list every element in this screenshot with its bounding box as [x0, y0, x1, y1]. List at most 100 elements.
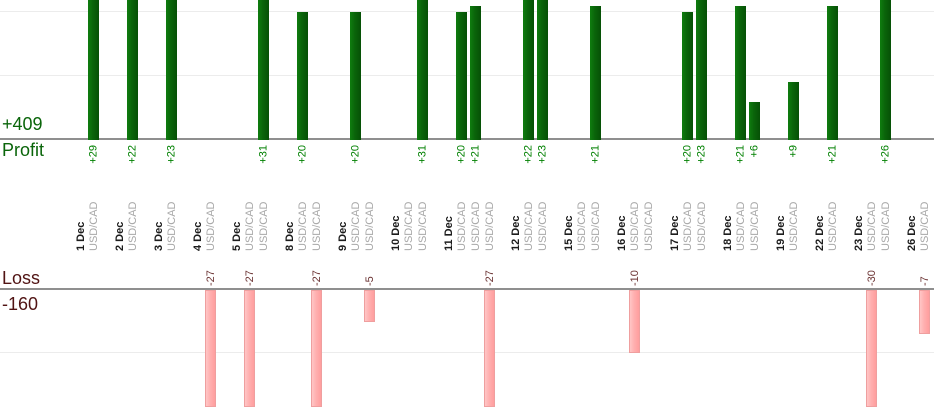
symbol-label: USD/CAD: [696, 201, 708, 251]
date-label: 16 Dec: [616, 215, 628, 251]
symbol-label: USD/CAD: [576, 201, 588, 251]
loss-section-title: Loss: [2, 268, 41, 288]
symbol-label: USD/CAD: [537, 201, 549, 251]
loss-value-label: -27: [244, 270, 256, 286]
date-label: 3 Dec: [153, 221, 165, 251]
profit-value-label: +20: [456, 145, 468, 164]
profit-bar: [749, 101, 760, 140]
date-label: 18 Dec: [722, 215, 734, 251]
date-label: 12 Dec: [510, 215, 522, 251]
date-label: 22 Dec: [814, 215, 826, 251]
loss-value-label: -30: [866, 270, 878, 286]
profit-value-label: +23: [166, 145, 178, 164]
symbol-label: USD/CAD: [866, 201, 878, 251]
loss-value-label: -7: [919, 276, 931, 286]
date-label: 5 Dec: [231, 221, 243, 251]
profit-bar: [417, 0, 428, 140]
gridline-loss-10: [0, 352, 934, 353]
loss-total-label: -160: [2, 294, 39, 314]
symbol-label: USD/CAD: [682, 201, 694, 251]
date-label: 9 Dec: [337, 221, 349, 251]
symbol-label: USD/CAD: [364, 201, 376, 251]
symbol-label: USD/CAD: [417, 201, 429, 251]
profit-bar: [682, 12, 693, 140]
symbol-label: USD/CAD: [88, 201, 100, 251]
profit-bar: [456, 12, 467, 140]
profit-section-title: Profit: [2, 140, 45, 160]
profit-bar: [350, 12, 361, 140]
profit-value-label: +22: [127, 145, 139, 164]
profit-total-label: +409: [2, 114, 43, 134]
profit-value-label: +23: [696, 145, 708, 164]
profit-value-label: +21: [735, 145, 747, 164]
symbol-label: USD/CAD: [590, 201, 602, 251]
profit-bar: [258, 0, 269, 140]
profit-bar: [537, 0, 548, 140]
date-label: 11 Dec: [443, 216, 455, 251]
gridline-profit-10: [0, 75, 934, 76]
profit-bar: [696, 0, 707, 140]
loss-bar: [484, 290, 495, 407]
profit-value-label: +22: [523, 145, 535, 164]
loss-bar: [364, 290, 375, 322]
profit-bar: [827, 5, 838, 140]
symbol-label: USD/CAD: [258, 201, 270, 251]
symbol-label: USD/CAD: [166, 201, 178, 251]
symbol-label: USD/CAD: [788, 201, 800, 251]
loss-axis-line: [0, 288, 934, 290]
gridline-profit-20: [0, 11, 934, 12]
symbol-label: USD/CAD: [827, 201, 839, 251]
loss-value-label: -10: [629, 270, 641, 286]
profit-value-label: +31: [258, 145, 270, 164]
profit-bar: [470, 5, 481, 140]
profit-value-label: +31: [417, 145, 429, 164]
symbol-label: USD/CAD: [523, 201, 535, 251]
symbol-label: USD/CAD: [880, 201, 892, 251]
date-label: 15 Dec: [563, 215, 575, 251]
loss-value-label: -27: [311, 270, 323, 286]
date-label: 23 Dec: [853, 215, 865, 251]
date-label: 2 Dec: [114, 221, 126, 251]
profit-value-label: +23: [537, 145, 549, 164]
symbol-label: USD/CAD: [244, 201, 256, 251]
date-label: 10 Dec: [390, 215, 402, 251]
date-label: 8 Dec: [284, 221, 296, 251]
profit-value-label: +20: [297, 145, 309, 164]
profit-value-label: +20: [350, 145, 362, 164]
symbol-label: USD/CAD: [205, 201, 217, 251]
symbol-label: USD/CAD: [629, 201, 641, 251]
profit-axis-line: [0, 138, 934, 140]
loss-bar: [244, 290, 255, 407]
date-label: 1 Dec: [75, 221, 87, 251]
loss-bar: [205, 290, 216, 407]
profit-bar: [590, 5, 601, 140]
date-label: 4 Dec: [192, 221, 204, 251]
symbol-label: USD/CAD: [297, 201, 309, 251]
symbol-label: USD/CAD: [735, 201, 747, 251]
profit-bar: [88, 0, 99, 140]
profit-bar: [297, 12, 308, 140]
profit-value-label: +29: [88, 145, 100, 164]
profit-value-label: +21: [827, 145, 839, 164]
profit-value-label: +21: [470, 145, 482, 164]
profit-value-label: +20: [682, 145, 694, 164]
profit-value-label: +21: [590, 145, 602, 164]
loss-bar: [919, 290, 930, 335]
loss-bar: [629, 290, 640, 353]
symbol-label: USD/CAD: [749, 201, 761, 251]
loss-value-label: -27: [205, 270, 217, 286]
loss-value-label: -5: [364, 276, 376, 286]
profit-bar: [735, 5, 746, 140]
loss-bar: [866, 290, 877, 407]
loss-bar: [311, 290, 322, 407]
date-label: 19 Dec: [775, 215, 787, 251]
symbol-label: USD/CAD: [456, 201, 468, 251]
profit-bar: [880, 0, 891, 140]
symbol-label: USD/CAD: [403, 201, 415, 251]
profit-value-label: +26: [880, 145, 892, 164]
profit-bar: [127, 0, 138, 140]
symbol-label: USD/CAD: [919, 201, 931, 251]
symbol-label: USD/CAD: [127, 201, 139, 251]
symbol-label: USD/CAD: [643, 201, 655, 251]
